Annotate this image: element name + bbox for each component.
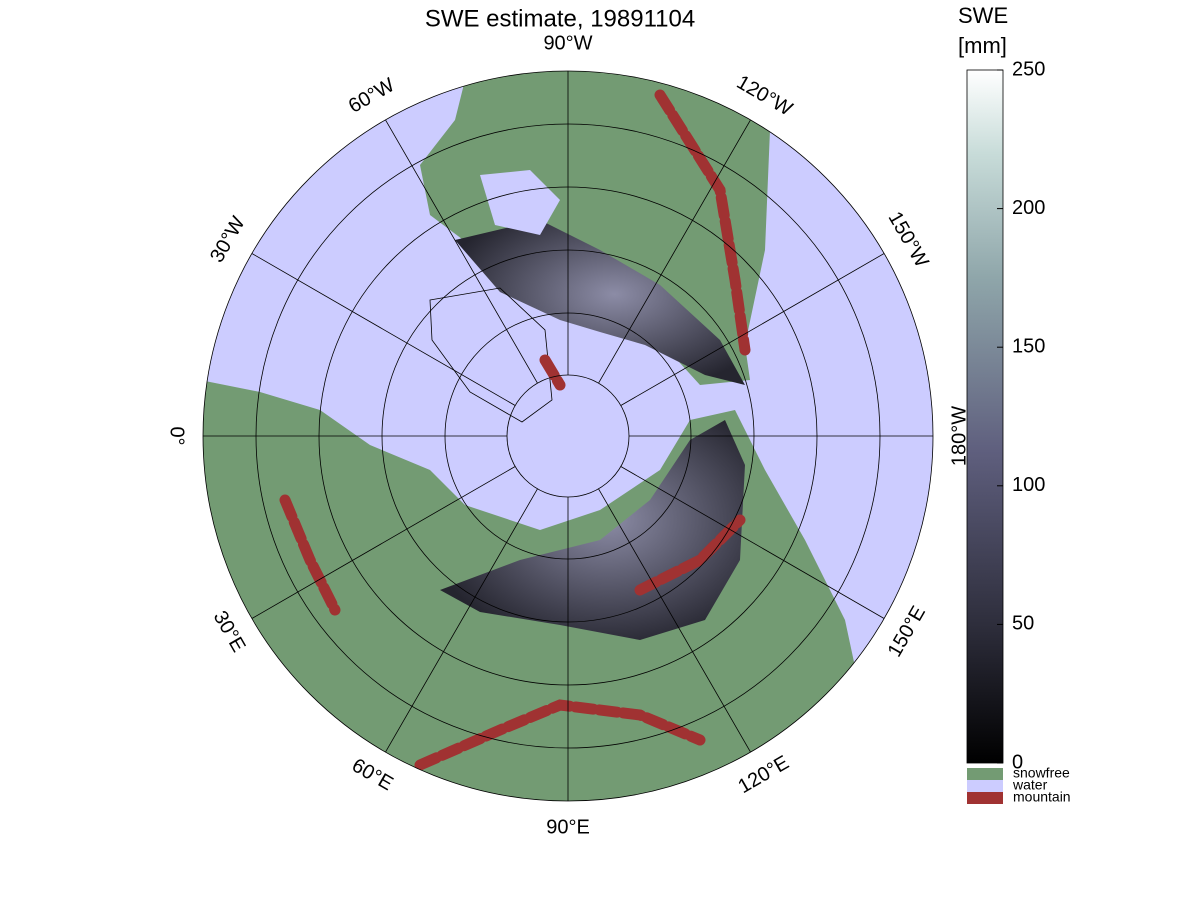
colorbar	[966, 69, 1004, 764]
meridian-label: 0°	[166, 426, 188, 445]
meridian-line	[598, 488, 751, 753]
legend-swatch	[967, 768, 1003, 780]
colorbar-label: [mm]	[958, 33, 1007, 58]
meridian-label: 180°W	[948, 406, 970, 466]
meridian-line	[620, 466, 885, 619]
snow-north-america	[455, 220, 745, 385]
meridian-line	[251, 253, 516, 406]
greenland	[429, 287, 553, 423]
meridian-label: 30°W	[206, 213, 250, 267]
snow-eurasia	[440, 420, 745, 640]
colorbar-tick-label: 0	[1012, 751, 1023, 773]
meridian-label: 90°W	[543, 32, 592, 54]
meridian-label: 120°W	[733, 71, 796, 120]
legend-swatch	[967, 780, 1003, 792]
meridian-line	[385, 119, 538, 384]
colorbar-tick-label: 200	[1012, 197, 1045, 219]
meridian-label: 90°E	[546, 816, 590, 838]
legend-label: mountain	[1013, 789, 1071, 805]
meridian-label: 150°W	[884, 208, 933, 271]
meridian-label: 150°E	[884, 602, 930, 660]
meridian-line	[385, 488, 538, 753]
hudson-bay	[480, 170, 560, 235]
meridian-line	[620, 253, 885, 406]
colorbar-tick-label: 100	[1012, 474, 1045, 496]
colorbar-ticks: 0 50 100 150 200 250	[997, 58, 1045, 773]
graticule	[203, 71, 933, 801]
meridian-label: 60°W	[345, 74, 399, 118]
map-title: SWE estimate, 19891104	[425, 5, 695, 32]
colorbar-tick-label: 250	[1012, 58, 1045, 80]
colorbar-label: SWE	[958, 3, 1008, 28]
meridian-line	[598, 119, 751, 384]
legend-label: water	[1012, 777, 1048, 793]
meridian-line	[251, 466, 516, 619]
legend-label: snowfree	[1013, 765, 1070, 781]
meridian-label: 30°E	[209, 607, 250, 656]
map-area	[203, 71, 933, 801]
colorbar-tick-label: 150	[1012, 335, 1045, 357]
colorbar-tick-label: 50	[1012, 613, 1034, 635]
map-border	[202, 70, 934, 802]
legend-swatch	[967, 792, 1003, 804]
meridian-label: 60°E	[348, 754, 397, 795]
meridian-label: 120°E	[734, 752, 792, 798]
